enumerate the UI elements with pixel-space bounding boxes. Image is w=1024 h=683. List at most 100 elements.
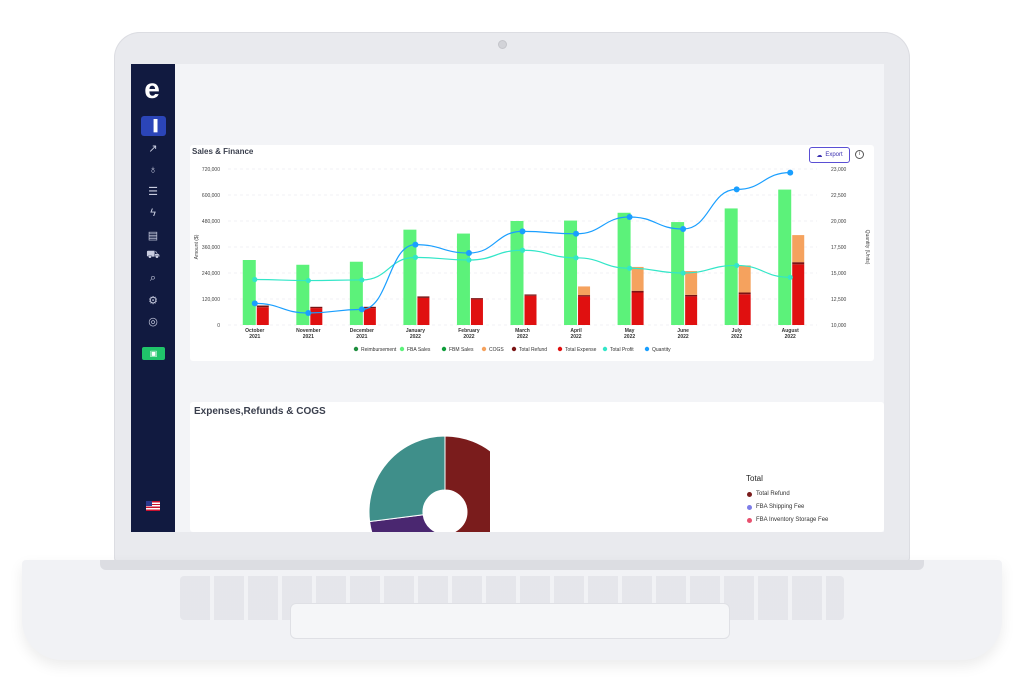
donut-slice[interactable] xyxy=(369,514,445,532)
total-expense-bar xyxy=(524,295,537,325)
y2-tick-label: 10,000 xyxy=(831,323,847,329)
cogs-bar xyxy=(578,286,591,296)
trackpad xyxy=(290,603,730,639)
trending-up-icon[interactable]: ↗ xyxy=(148,142,158,155)
legend-dot xyxy=(747,491,752,497)
legend-dot xyxy=(747,504,752,510)
expenses-title: Expenses,Refunds & COGS xyxy=(194,406,326,417)
x-tick-year: 2022 xyxy=(570,334,581,340)
quantity-point xyxy=(519,228,526,235)
gear-icon[interactable]: ⚙ xyxy=(148,294,158,307)
legend-dot xyxy=(644,346,650,352)
total-expense-bar xyxy=(256,307,269,325)
total-refund-bar xyxy=(685,294,698,297)
legend-dot xyxy=(481,346,487,352)
y-tick-label: 240,000 xyxy=(202,271,220,277)
total-refund-bar xyxy=(578,295,591,297)
y-tick-label: 480,000 xyxy=(202,219,220,225)
total-expense-bar xyxy=(417,297,430,325)
x-tick-label: June xyxy=(677,328,689,334)
legend-dot xyxy=(399,346,405,352)
quantity-point xyxy=(680,226,687,232)
award-icon[interactable]: ♁ xyxy=(148,164,158,176)
legend-label: FBA Inventory Storage Fee xyxy=(756,517,829,523)
legend-label: COGS xyxy=(489,347,504,353)
fba-sales-bar xyxy=(349,261,363,325)
x-tick-year: 2022 xyxy=(785,334,796,340)
y2-tick-label: 23,000 xyxy=(831,167,847,173)
brand-logo[interactable]: e xyxy=(144,73,160,104)
lightning-icon[interactable]: ϟ xyxy=(150,207,156,219)
us-flag-icon[interactable] xyxy=(146,501,160,511)
info-icon[interactable]: i xyxy=(855,150,864,159)
legend-label: FBA Shipping Fee xyxy=(756,504,805,510)
x-tick-year: 2022 xyxy=(731,334,742,340)
x-tick-label: October xyxy=(245,328,264,334)
pie-legend-item[interactable]: FBA Inventory Storage Fee xyxy=(747,517,828,523)
x-tick-label: April xyxy=(570,328,582,334)
total-profit-point xyxy=(519,247,526,253)
cogs-bar xyxy=(631,266,644,291)
total-profit-point xyxy=(305,277,311,284)
total-refund-bar xyxy=(792,262,805,265)
quantity-point xyxy=(626,214,633,220)
x-tick-year: 2022 xyxy=(463,334,474,340)
expenses-card: Expenses,Refunds & COGS Total Total Refu… xyxy=(190,402,884,532)
fba-sales-bar xyxy=(617,212,631,325)
document-icon[interactable]: ▤ xyxy=(147,229,159,242)
y2-tick-label: 12,500 xyxy=(831,297,847,303)
legend-label: Total Expense xyxy=(565,347,597,353)
cogs-bar xyxy=(738,265,751,293)
legend-dot xyxy=(441,346,447,352)
list-icon[interactable]: ☰ xyxy=(148,185,158,198)
fba-sales-bar xyxy=(403,229,417,325)
total-profit-point xyxy=(787,274,793,280)
legend-label: Quantity xyxy=(652,347,671,353)
quantity-point xyxy=(733,186,740,193)
x-tick-year: 2022 xyxy=(624,334,635,340)
quantity-point xyxy=(412,241,419,248)
quantity-point xyxy=(573,230,580,237)
lifebuoy-icon[interactable]: ◎ xyxy=(148,315,158,328)
x-tick-year: 2021 xyxy=(249,334,260,340)
x-tick-year: 2021 xyxy=(356,334,367,340)
total-profit-point xyxy=(734,262,740,269)
money-icon[interactable]: ▣ xyxy=(142,347,165,360)
export-button[interactable]: ☁ Export xyxy=(809,147,850,163)
x-tick-label: November xyxy=(296,328,321,334)
x-tick-label: May xyxy=(625,328,635,334)
total-profit-point xyxy=(680,270,686,276)
total-expense-bar xyxy=(470,299,483,325)
quantity-point xyxy=(465,250,472,256)
x-tick-label: February xyxy=(458,328,480,334)
x-tick-label: January xyxy=(406,328,425,334)
legend-label: FBA Sales xyxy=(407,347,431,353)
y2-tick-label: 17,500 xyxy=(831,245,847,251)
y-tick-label: 600,000 xyxy=(202,193,220,199)
fba-sales-bar xyxy=(778,189,792,325)
total-expense-bar xyxy=(631,292,644,325)
y2-tick-label: 15,000 xyxy=(831,271,847,277)
laptop-hinge xyxy=(100,560,924,570)
x-tick-year: 2022 xyxy=(678,334,689,340)
sales-finance-title: Sales & Finance xyxy=(192,147,254,156)
y-tick-label: 360,000 xyxy=(202,245,220,251)
truck-icon[interactable]: ⛟ xyxy=(146,249,160,261)
quantity-point xyxy=(305,310,312,316)
x-tick-year: 2022 xyxy=(410,334,421,340)
total-refund-bar xyxy=(470,298,483,300)
donut-slice[interactable] xyxy=(368,435,446,523)
fba-sales-bar xyxy=(296,264,310,325)
expenses-donut-chart xyxy=(368,435,490,532)
pie-legend-item[interactable]: Total Refund xyxy=(747,491,790,497)
legend-dot xyxy=(511,346,517,352)
search-icon[interactable]: ⌕ xyxy=(149,271,157,284)
bar-chart-icon[interactable]: ▐ xyxy=(141,116,166,136)
total-refund-bar xyxy=(738,292,751,295)
legend-label: Reimbursement xyxy=(361,347,397,353)
pie-legend-item[interactable]: FBA Shipping Fee xyxy=(747,504,804,510)
donut-slice[interactable] xyxy=(444,435,490,532)
legend-dot xyxy=(602,346,608,352)
sales-finance-chart: 0 120,000 240,000 360,000 480,000 600,000 720,… xyxy=(194,167,870,353)
legend-dot xyxy=(747,517,752,523)
